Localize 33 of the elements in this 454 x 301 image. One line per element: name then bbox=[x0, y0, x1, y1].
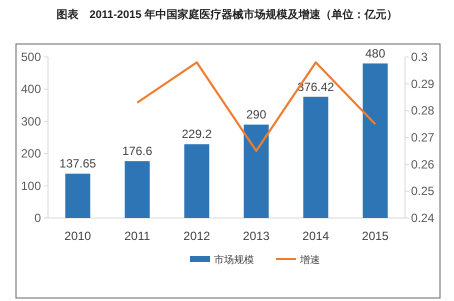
x-tick-label: 2012 bbox=[183, 229, 210, 243]
data-label: 229.2 bbox=[182, 127, 212, 142]
x-tick-label: 2013 bbox=[242, 229, 270, 243]
bar bbox=[184, 144, 210, 218]
y2-tick-label: 0.26 bbox=[411, 157, 435, 172]
y2-tick-label: 0.28 bbox=[411, 104, 435, 118]
bar bbox=[124, 161, 150, 218]
data-label: 480 bbox=[365, 46, 386, 60]
x-tick-label: 2010 bbox=[64, 229, 92, 243]
bar bbox=[303, 96, 328, 218]
y2-tick-label: 0.24 bbox=[411, 211, 435, 225]
legend-label: 市场规模 bbox=[214, 254, 254, 266]
y2-tick-label: 0.3 bbox=[411, 50, 428, 64]
y2-tick-label: 0.27 bbox=[411, 130, 435, 144]
y-tick-label: 400 bbox=[20, 82, 42, 96]
bar bbox=[362, 63, 388, 218]
x-tick-label: 2011 bbox=[124, 229, 150, 243]
y-tick-label: 200 bbox=[20, 146, 42, 161]
data-label: 137.65 bbox=[59, 156, 96, 171]
y-tick-label: 0 bbox=[34, 211, 42, 225]
y-tick-label: 300 bbox=[20, 114, 42, 128]
data-label: 290 bbox=[246, 108, 267, 122]
legend-label: 增速 bbox=[299, 254, 320, 266]
y2-tick-label: 0.25 bbox=[411, 184, 435, 198]
x-tick-label: 2015 bbox=[362, 229, 389, 243]
data-label: 176.6 bbox=[122, 144, 153, 158]
y2-tick-label: 0.29 bbox=[411, 76, 435, 91]
bar bbox=[244, 124, 269, 218]
bar bbox=[65, 174, 90, 218]
y-tick-label: 100 bbox=[20, 178, 42, 193]
y-tick-label: 500 bbox=[20, 50, 42, 64]
title: 图表 2011-2015 年中国家庭医疗器械市场规模及增速（单位：亿元） bbox=[56, 9, 398, 21]
x-tick-label: 2014 bbox=[302, 229, 330, 243]
